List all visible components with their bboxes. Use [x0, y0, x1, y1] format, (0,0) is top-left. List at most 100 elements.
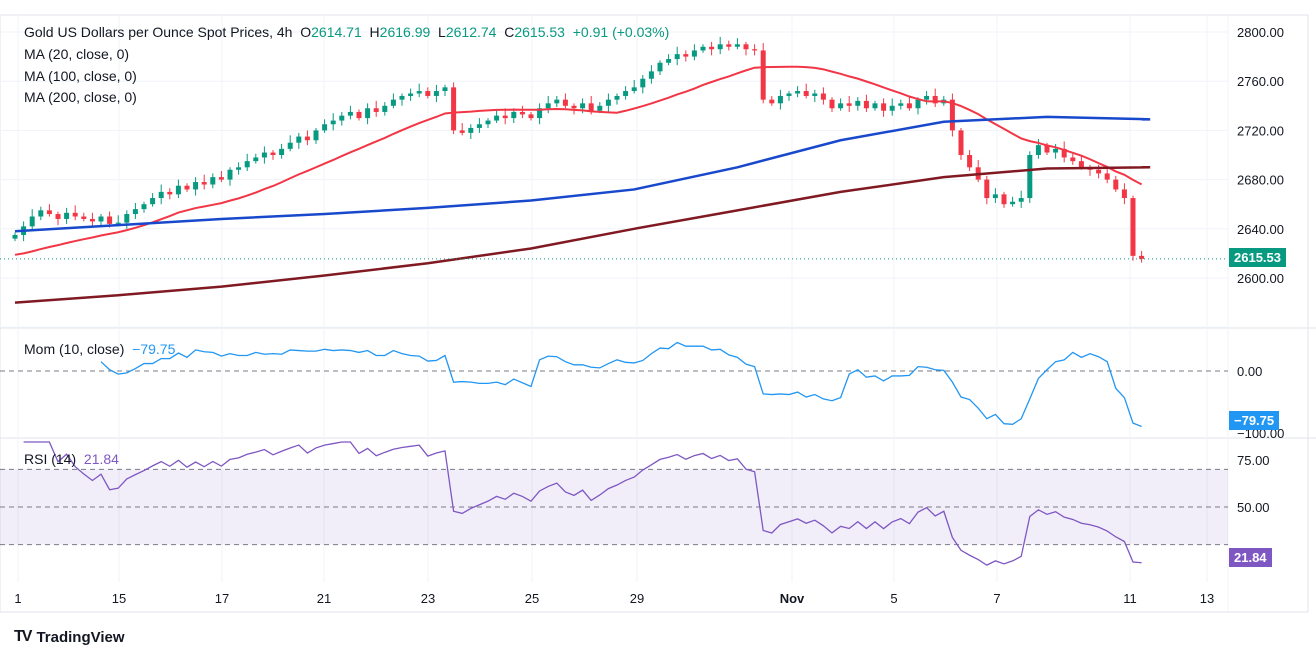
candle: [846, 95, 852, 112]
candle-body: [932, 95, 938, 104]
candle: [554, 95, 560, 108]
candle-body: [425, 91, 431, 96]
candle-body: [709, 46, 715, 50]
ma20-line: [14, 65, 1143, 256]
candle: [1087, 164, 1093, 176]
x-tick-label: 29: [630, 591, 644, 606]
candle: [795, 86, 801, 98]
candle-body: [373, 108, 379, 112]
candle: [734, 38, 740, 50]
candle-body: [726, 44, 732, 47]
candle-body: [382, 105, 388, 112]
open-value: 2614.71: [311, 24, 362, 40]
candle-body: [992, 194, 998, 199]
candle-body: [528, 114, 534, 119]
candle-body: [485, 120, 491, 125]
candle-body: [408, 93, 414, 96]
mom-last-badge: −79.75: [1229, 411, 1280, 430]
candle-body: [924, 95, 930, 100]
candle: [967, 150, 973, 171]
candle-body: [623, 91, 629, 96]
candle-body: [700, 46, 706, 51]
candle-body: [554, 99, 560, 104]
candle: [167, 188, 173, 200]
candle-body: [150, 198, 156, 205]
candle: [244, 153, 250, 171]
candle-body: [1070, 157, 1076, 162]
candle-body: [648, 71, 654, 79]
tradingview-logo[interactable]: TV TradingView: [14, 628, 125, 646]
candle-body: [760, 50, 766, 100]
mom-value: −79.75: [132, 341, 176, 357]
candle-body: [631, 87, 637, 92]
candle-body: [1113, 179, 1119, 190]
y-tick-label: 2640.00: [1237, 222, 1284, 237]
candle: [1113, 175, 1119, 192]
candle: [1027, 151, 1033, 203]
candle: [502, 108, 508, 125]
candle: [459, 123, 465, 136]
candle-body: [1139, 255, 1145, 259]
candle-body: [313, 130, 319, 141]
candle-body: [519, 111, 525, 115]
legend-ma100[interactable]: MA (100, close, 0): [24, 68, 137, 84]
chart-frame: [0, 14, 1309, 613]
y-tick-label: 2680.00: [1237, 173, 1284, 188]
candle: [949, 93, 955, 137]
candle-body: [657, 62, 663, 72]
candle: [777, 89, 783, 110]
candle: [769, 95, 775, 106]
x-tick-label: 17: [215, 591, 229, 606]
candle-body: [820, 93, 826, 100]
candle: [648, 65, 654, 84]
x-tick-label: 21: [317, 591, 331, 606]
candle-body: [287, 142, 293, 149]
y-tick-label: 2760.00: [1237, 74, 1284, 89]
candle-body: [1130, 198, 1136, 256]
candle: [425, 87, 431, 99]
candle: [12, 232, 18, 242]
candle-body: [769, 99, 775, 104]
x-tick-label: 11: [1123, 591, 1137, 606]
candle-body: [175, 185, 181, 195]
ma100-line: [14, 115, 1151, 233]
candle: [89, 212, 95, 228]
candle: [261, 146, 267, 164]
candle-body: [365, 108, 371, 119]
candle-body: [1078, 161, 1084, 168]
candle: [726, 40, 732, 51]
candle: [210, 173, 216, 189]
candle-body: [218, 177, 224, 180]
candle: [838, 98, 844, 111]
candle-body: [459, 130, 465, 133]
x-tick-label: Nov: [780, 591, 805, 606]
candle-body: [132, 209, 138, 215]
candle: [674, 46, 680, 66]
legend-mom[interactable]: Mom (10, close) −79.75: [24, 341, 175, 357]
candle-body: [863, 100, 869, 109]
candle-body: [545, 103, 551, 109]
candle-body: [588, 103, 594, 111]
low-label: L: [438, 24, 446, 40]
candle-body: [1027, 155, 1033, 199]
candle: [872, 100, 878, 111]
candle-body: [347, 111, 353, 116]
candle: [743, 41, 749, 56]
legend-ma20[interactable]: MA (20, close, 0): [24, 46, 130, 62]
candle-body: [898, 103, 904, 106]
candle-body: [339, 115, 345, 121]
legend-ma200[interactable]: MA (200, close, 0): [24, 89, 137, 105]
candle: [339, 111, 345, 126]
candle: [562, 93, 568, 109]
candle-body: [29, 216, 35, 227]
candle-body: [433, 91, 439, 96]
candle-body: [786, 93, 792, 96]
y-tick-label: 2600.00: [1237, 271, 1284, 286]
candle: [992, 188, 998, 203]
candle: [175, 179, 181, 199]
candle-body: [304, 136, 310, 141]
legend-rsi[interactable]: RSI (14) 21.84: [24, 451, 119, 467]
candle-body: [597, 105, 603, 111]
